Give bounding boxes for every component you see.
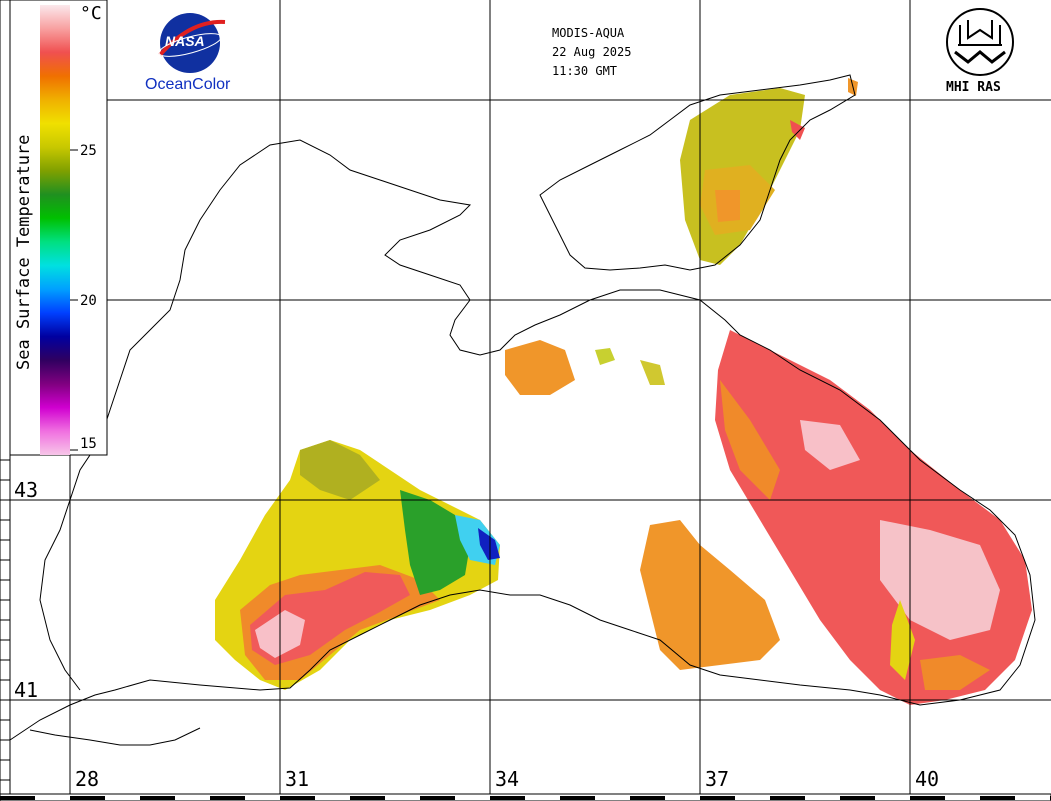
lat-label-41: 41 bbox=[14, 678, 39, 702]
left-scale-bar bbox=[0, 0, 11, 801]
mhi-caption: MHI RAS bbox=[946, 80, 1001, 95]
lat-label-43: 43 bbox=[14, 478, 39, 502]
colorbar bbox=[9, 0, 108, 456]
lon-label-37: 37 bbox=[705, 767, 730, 791]
colorbar-tick-15: 15 bbox=[80, 436, 97, 452]
bottom-scale-bar bbox=[0, 793, 1051, 801]
colorbar-title: Sea Surface Temperature bbox=[14, 134, 34, 370]
time-label: 11:30 GMT bbox=[552, 64, 618, 78]
colorbar-unit: °C bbox=[80, 3, 102, 24]
date-label: 22 Aug 2025 bbox=[552, 45, 632, 59]
colorbar-ramp bbox=[40, 5, 70, 455]
lon-label-40: 40 bbox=[915, 767, 940, 791]
nasa-logo-text: NASA bbox=[165, 33, 205, 49]
sst-region-west bbox=[215, 440, 500, 690]
colorbar-tick-20: 20 bbox=[80, 293, 97, 309]
sensor-label: MODIS-AQUA bbox=[552, 26, 625, 40]
nasa-logo bbox=[158, 13, 226, 73]
lon-label-34: 34 bbox=[495, 767, 520, 791]
colorbar-tick-25: 25 bbox=[80, 143, 97, 159]
oceancolor-caption: OceanColor bbox=[145, 76, 231, 93]
coastline bbox=[9, 74, 1036, 746]
lon-label-31: 31 bbox=[285, 767, 310, 791]
mhi-logo bbox=[946, 8, 1014, 76]
sst-region-central bbox=[505, 340, 780, 670]
sst-region-azov bbox=[680, 78, 858, 265]
lon-label-28: 28 bbox=[75, 767, 100, 791]
